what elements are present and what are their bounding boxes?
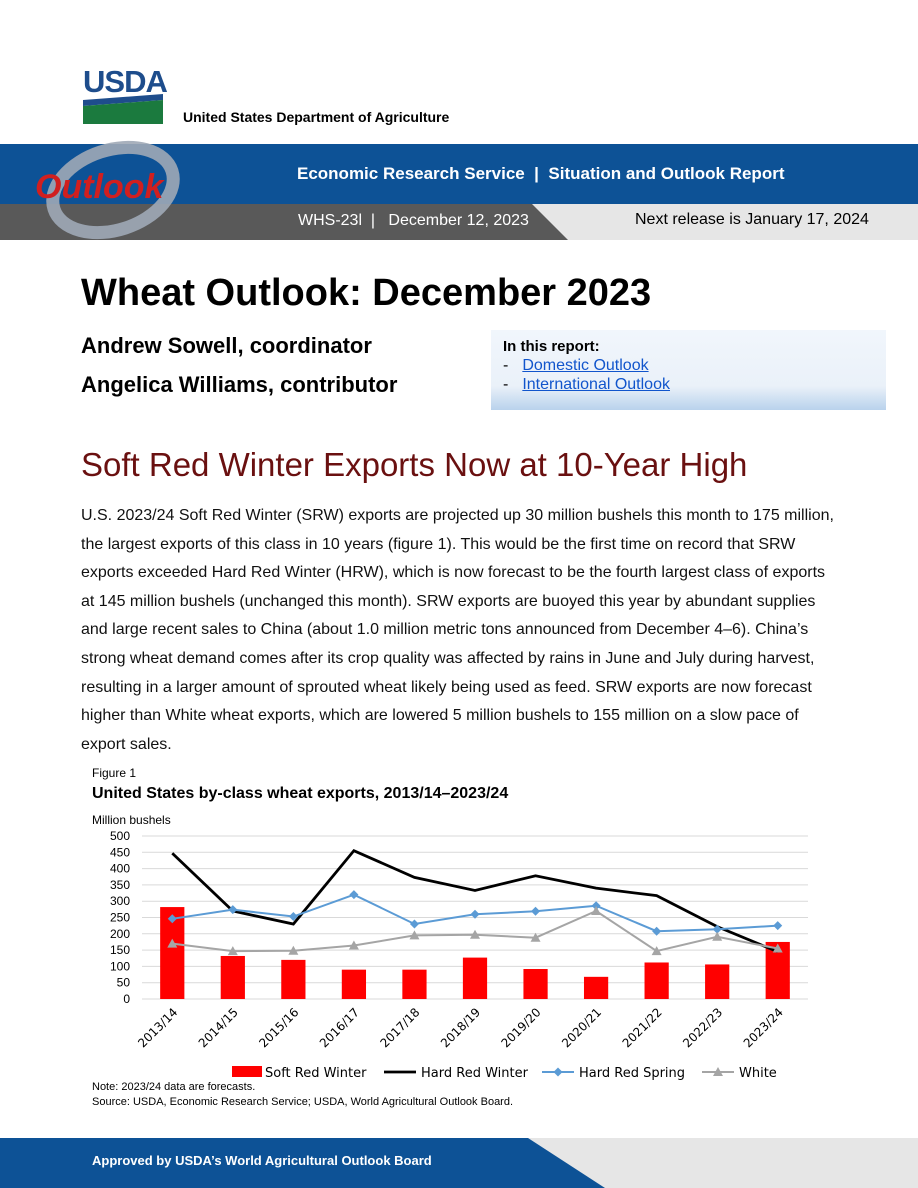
point-hard-red-spring bbox=[531, 906, 541, 916]
y-tick-label: 300 bbox=[110, 894, 130, 908]
figure-title: United States by-class wheat exports, 20… bbox=[92, 785, 509, 802]
point-white bbox=[530, 932, 541, 942]
point-white bbox=[470, 929, 480, 939]
bar-soft-red-winter bbox=[523, 969, 548, 999]
domestic-outlook-link[interactable]: Domestic Outlook bbox=[522, 357, 649, 374]
footer-approval-text: Approved by USDA’s World Agricultural Ou… bbox=[92, 1153, 432, 1168]
point-white bbox=[409, 930, 420, 940]
author-contributor: Angelica Williams, contributor bbox=[81, 372, 398, 397]
point-hard-red-spring bbox=[591, 901, 601, 911]
point-white bbox=[651, 946, 662, 956]
point-hard-red-spring bbox=[228, 905, 238, 915]
y-tick-label: 50 bbox=[117, 976, 131, 990]
x-tick-label: 2019/20 bbox=[499, 1005, 544, 1050]
bar-soft-red-winter bbox=[705, 964, 730, 999]
x-tick-label: 2016/17 bbox=[317, 1005, 362, 1050]
international-outlook-link[interactable]: International Outlook bbox=[522, 376, 670, 393]
point-hard-red-spring bbox=[349, 890, 359, 900]
y-tick-label: 200 bbox=[110, 927, 130, 941]
point-hard-red-spring bbox=[470, 909, 480, 919]
x-tick-label: 2020/21 bbox=[559, 1005, 604, 1050]
line-hard-red-winter bbox=[171, 848, 779, 954]
usda-logo-shape bbox=[83, 94, 163, 124]
body-paragraph: U.S. 2023/24 Soft Red Winter (SRW) expor… bbox=[81, 507, 834, 753]
bullet-dash: - bbox=[503, 376, 509, 393]
y-tick-label: 0 bbox=[123, 992, 130, 1006]
y-tick-label: 150 bbox=[110, 943, 130, 957]
x-tick-label: 2023/24 bbox=[741, 1005, 786, 1050]
header-service-line: Economic Research Service | Situation an… bbox=[297, 164, 785, 183]
x-tick-label: 2018/19 bbox=[438, 1005, 483, 1050]
x-tick-label: 2017/18 bbox=[377, 1005, 422, 1050]
point-white bbox=[167, 938, 178, 948]
author-coordinator: Andrew Sowell, coordinator bbox=[81, 333, 372, 358]
figure-note: Note: 2023/24 data are forecasts. bbox=[92, 1081, 256, 1093]
y-tick-label: 500 bbox=[110, 829, 130, 843]
point-white bbox=[591, 905, 602, 915]
figure-label: Figure 1 bbox=[92, 766, 137, 780]
header-band-dark bbox=[0, 204, 568, 240]
report-id-date: WHS-23l | December 12, 2023 bbox=[298, 212, 529, 229]
bar-soft-red-winter bbox=[341, 969, 367, 999]
legend-label-hard-red-winter: Hard Red Winter bbox=[421, 1066, 529, 1081]
legend-marker-hard-red-spring bbox=[553, 1067, 563, 1077]
point-white bbox=[772, 943, 783, 953]
next-release: Next release is January 17, 2024 bbox=[635, 211, 869, 228]
x-tick-label: 2022/23 bbox=[680, 1005, 725, 1050]
figure-source: Source: USDA, Economic Research Service;… bbox=[92, 1096, 514, 1108]
department-name: United States Department of Agriculture bbox=[183, 109, 450, 125]
x-tick-label: 2015/16 bbox=[256, 1005, 301, 1050]
point-white bbox=[288, 945, 299, 955]
y-tick-label: 100 bbox=[110, 959, 130, 973]
bar-soft-red-winter bbox=[462, 957, 488, 999]
point-hard-red-spring bbox=[773, 921, 783, 931]
legend-label-soft-red-winter: Soft Red Winter bbox=[265, 1066, 367, 1081]
usda-logo-text: USDA bbox=[83, 64, 168, 99]
bullet-dash: - bbox=[503, 357, 509, 374]
y-tick-label: 250 bbox=[110, 911, 130, 925]
point-white bbox=[712, 931, 723, 941]
bar-soft-red-winter bbox=[220, 955, 245, 999]
point-white bbox=[227, 946, 238, 956]
point-hard-red-spring bbox=[652, 926, 662, 936]
report-link-row: - International Outlook bbox=[503, 376, 670, 394]
y-tick-label: 400 bbox=[110, 862, 130, 876]
legend-marker-white bbox=[713, 1067, 723, 1076]
wheat-exports-chart: Million bushels 0 50 100 150 200 250 300 350 400 4… bbox=[92, 813, 808, 1081]
outlook-logo: Outlook bbox=[35, 140, 180, 240]
bar-soft-red-winter bbox=[402, 969, 427, 999]
in-this-report-box: In this report: - Domestic Outlook - Inter… bbox=[491, 330, 886, 410]
in-this-report-heading: In this report: bbox=[503, 338, 600, 355]
point-hard-red-spring bbox=[167, 914, 177, 924]
y-axis-label: Million bushels bbox=[92, 813, 171, 827]
y-tick-label: 450 bbox=[110, 845, 130, 859]
point-hard-red-spring bbox=[712, 924, 722, 934]
bar-soft-red-winter bbox=[281, 959, 306, 999]
outlook-logo-text: Outlook bbox=[35, 168, 166, 206]
x-tick-label: 2021/22 bbox=[620, 1005, 665, 1050]
point-white bbox=[348, 940, 359, 950]
section-heading: Soft Red Winter Exports Now at 10-Year H… bbox=[81, 446, 748, 483]
bar-soft-red-winter bbox=[644, 962, 669, 999]
point-hard-red-spring bbox=[409, 919, 419, 929]
legend-label-hard-red-spring: Hard Red Spring bbox=[579, 1066, 685, 1081]
x-tick-label: 2013/14 bbox=[135, 1005, 180, 1050]
usda-logo: USDA bbox=[83, 66, 168, 124]
point-hard-red-spring bbox=[288, 912, 298, 922]
page-title: Wheat Outlook: December 2023 bbox=[81, 272, 652, 314]
report-link-row: - Domestic Outlook bbox=[503, 357, 649, 375]
x-tick-label: 2014/15 bbox=[196, 1005, 241, 1050]
y-tick-label: 350 bbox=[110, 878, 130, 892]
bar-soft-red-winter bbox=[583, 976, 609, 999]
footer-band bbox=[0, 1138, 918, 1188]
legend-label-white: White bbox=[739, 1066, 777, 1081]
legend-swatch-soft-red-winter bbox=[232, 1066, 262, 1077]
